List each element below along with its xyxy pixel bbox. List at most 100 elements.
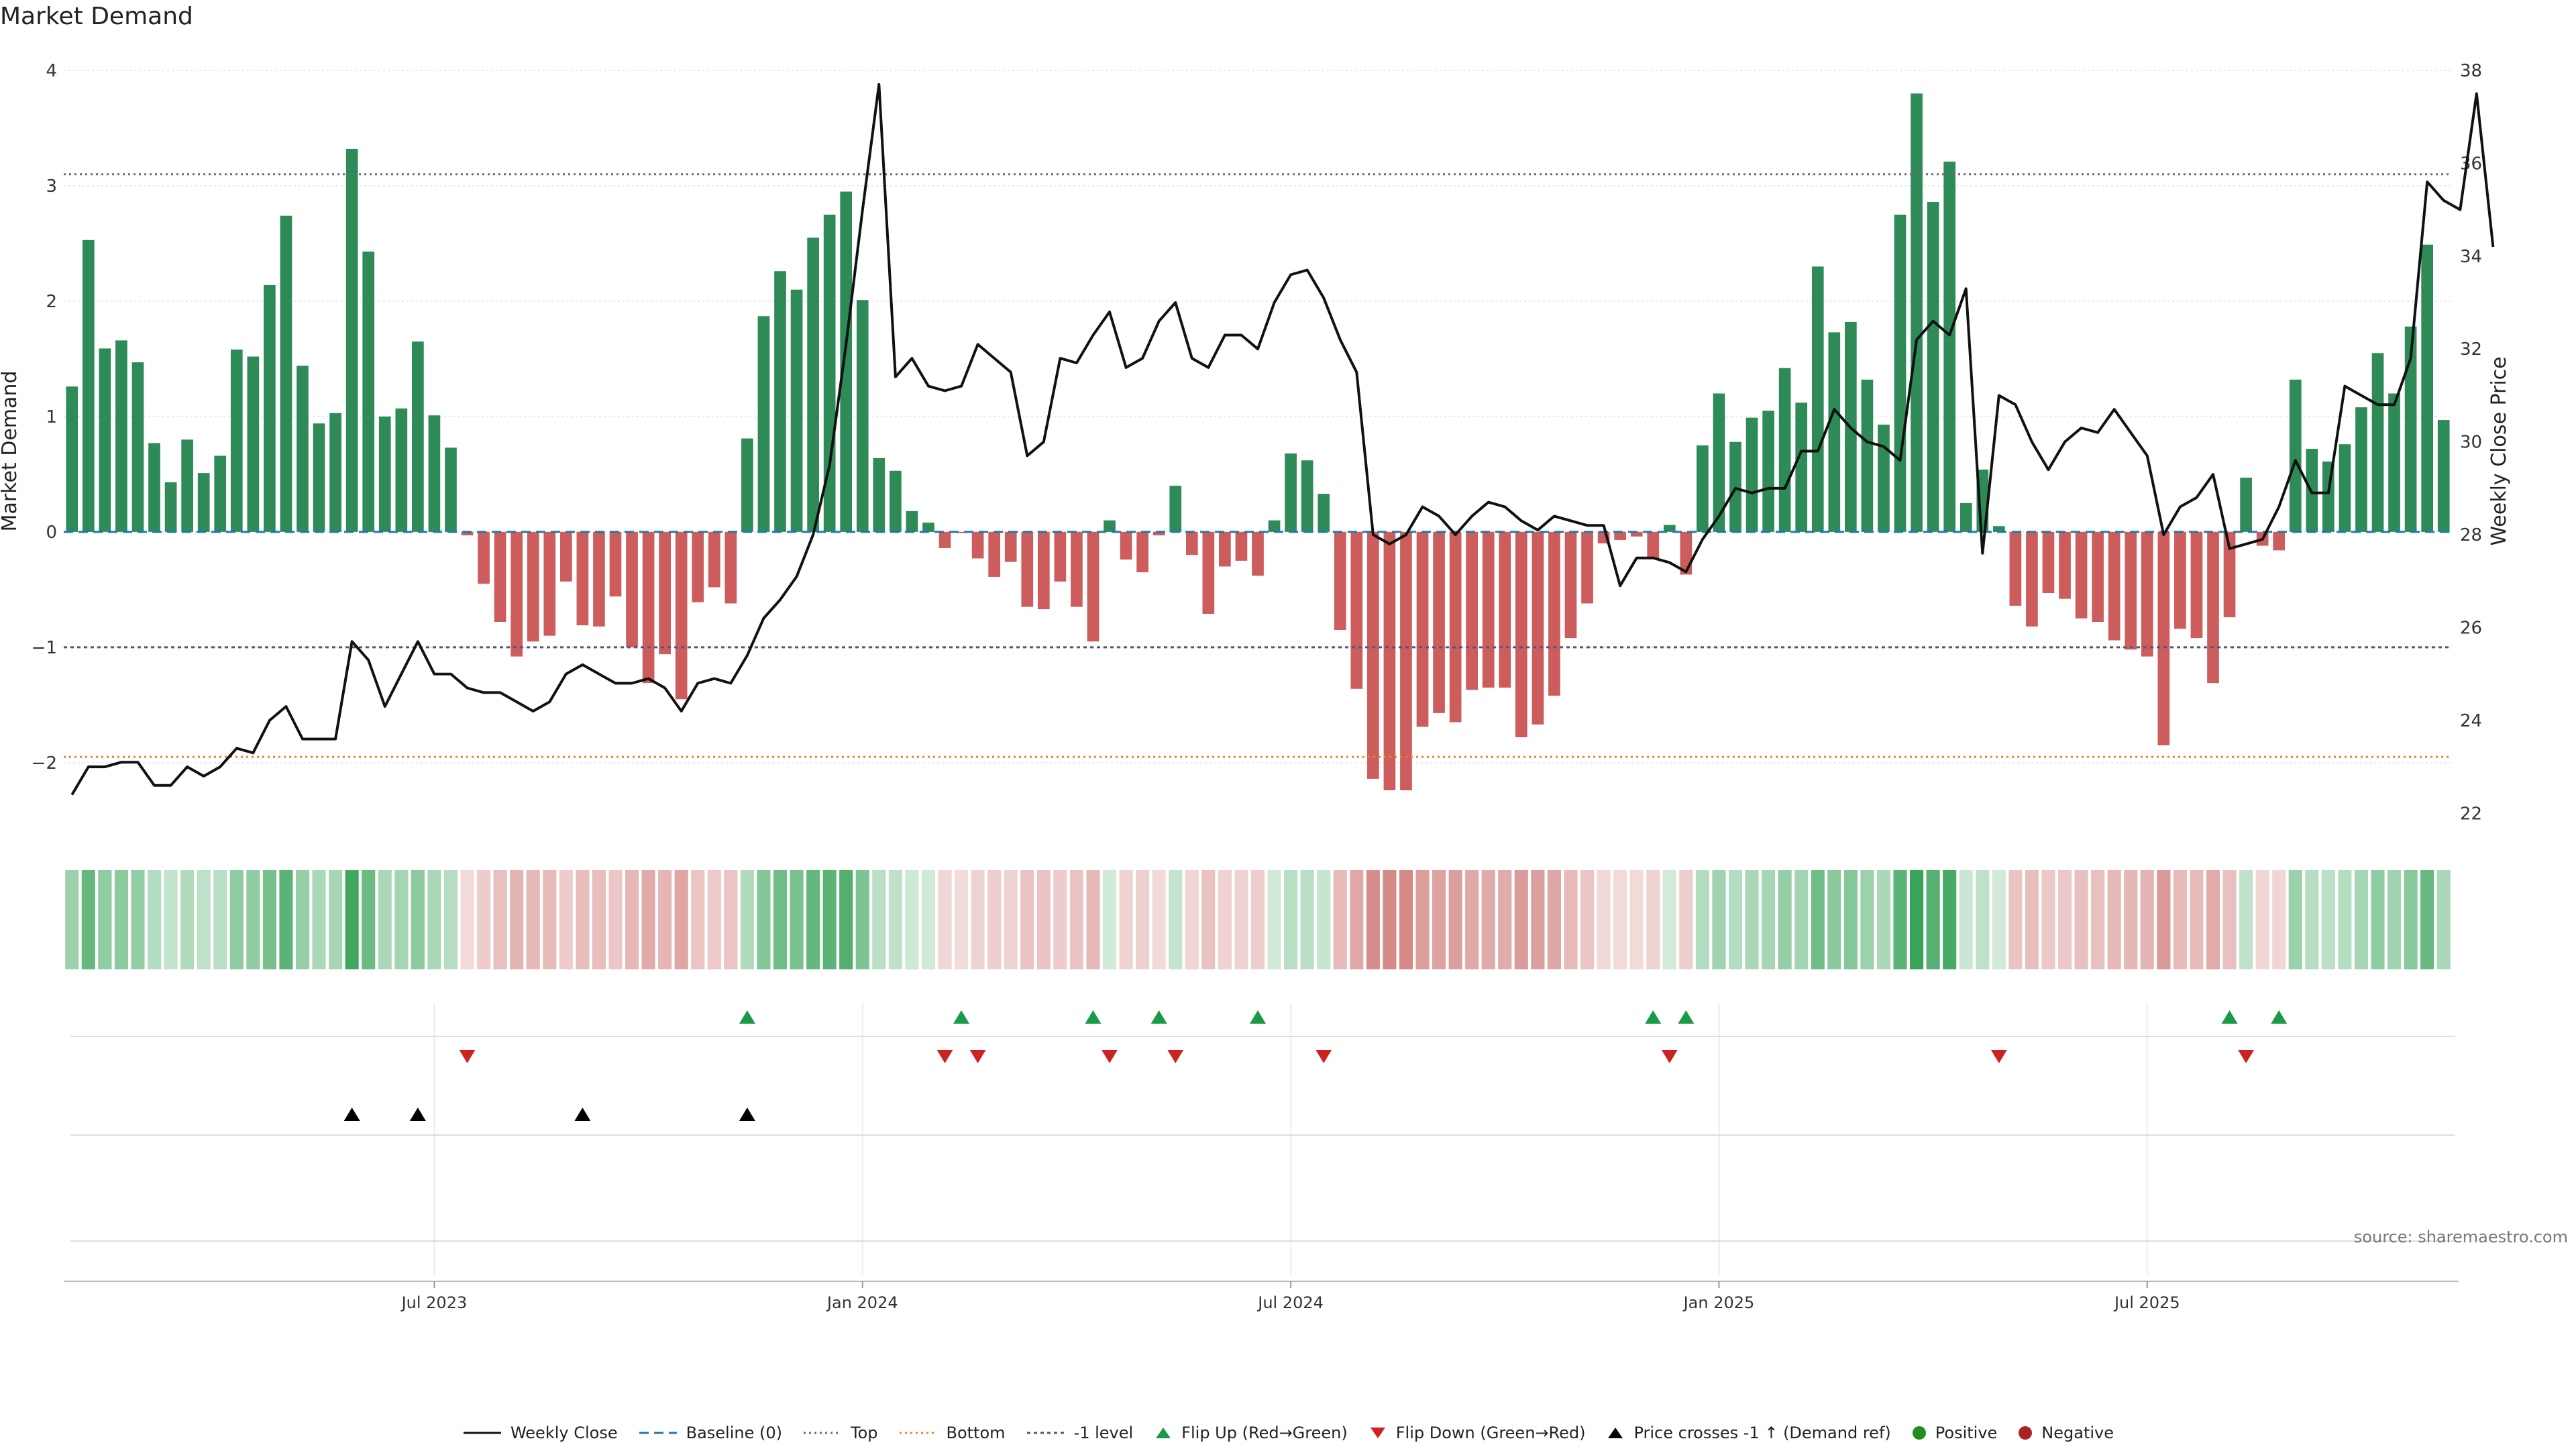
heat-cell (905, 870, 919, 969)
heat-cell (938, 870, 952, 969)
demand-bar (1943, 161, 1956, 532)
heat-cell (1036, 870, 1051, 969)
heat-cell (1992, 870, 2006, 969)
heat-cell (2206, 870, 2220, 969)
heat-cell (510, 870, 524, 969)
legend-label: Top (851, 1424, 878, 1442)
demand-bar (461, 531, 474, 536)
legend-positive: Positive (1911, 1424, 1997, 1442)
heat-cell (1613, 870, 1627, 969)
demand-bar (1581, 531, 1593, 604)
heat-cell (1004, 870, 1018, 969)
heat-cell (1679, 870, 1693, 969)
heat-cell (2008, 870, 2023, 969)
heat-cell (1597, 870, 1611, 969)
demand-bar (2207, 531, 2219, 684)
demand-bar (197, 473, 210, 532)
y-tick-label: 2 (46, 292, 57, 312)
demand-bar (1185, 531, 1198, 555)
cross-up-marker (739, 1108, 755, 1121)
heat-cell (559, 870, 573, 969)
demand-bar (543, 531, 556, 636)
heat-cell (2321, 870, 2335, 969)
y-tick-label: 1 (46, 407, 57, 427)
heat-cell (2140, 870, 2154, 969)
heat-cell (1250, 870, 1265, 969)
demand-bar (1614, 531, 1626, 540)
heat-cell (493, 870, 507, 969)
demand-bar (1449, 531, 1462, 722)
heat-cell (1317, 870, 1331, 969)
demand-bar (906, 511, 918, 532)
demand-bar (2157, 531, 2170, 746)
heat-cell (2173, 870, 2187, 969)
heat-cell (1333, 870, 1347, 969)
heat-cell (1564, 870, 1578, 969)
demand-bar (362, 251, 375, 532)
heat-cell (1745, 870, 1759, 969)
demand-bar (1152, 531, 1165, 536)
heat-cell (987, 870, 1002, 969)
flip-down-marker (1316, 1050, 1332, 1063)
demand-bar (1927, 202, 1939, 532)
demand-bar (1911, 93, 1923, 532)
demand-bar (807, 237, 819, 532)
legend-label: Weekly Close (510, 1424, 618, 1442)
x-tick-label: Jul 2025 (2113, 1293, 2180, 1312)
demand-bar (1087, 531, 1099, 642)
heat-cell (2272, 870, 2286, 969)
heat-cell (443, 870, 458, 969)
legend-bottom: Bottom (898, 1424, 1006, 1442)
y2-tick-label: 30 (2460, 433, 2482, 453)
heat-cell (2025, 870, 2039, 969)
demand-bar (2223, 531, 2236, 618)
heat-cell (2255, 870, 2269, 969)
demand-bar (708, 531, 720, 588)
heat-cell (2354, 870, 2369, 969)
heat-cell (1366, 870, 1380, 969)
heat-cell (1762, 870, 1776, 969)
heat-cell (147, 870, 162, 969)
demand-bar (922, 523, 934, 532)
demand-bar (478, 531, 490, 584)
heat-cell (1069, 870, 1083, 969)
demand-bar (1268, 520, 1281, 532)
demand-bar (1729, 441, 1741, 532)
heat-cell (1465, 870, 1479, 969)
heat-cell (888, 870, 902, 969)
demand-bar (2009, 531, 2022, 606)
heat-cell (1415, 870, 1430, 969)
heat-cell (2239, 870, 2253, 969)
y2-tick-label: 32 (2460, 339, 2482, 360)
heat-cell (1086, 870, 1100, 969)
heat-cell (872, 870, 886, 969)
heat-cell (1926, 870, 1940, 969)
heat-cell (460, 870, 474, 969)
y2-tick-label: 38 (2460, 61, 2482, 81)
demand-bar (66, 386, 78, 532)
demand-bar (659, 531, 671, 655)
legend-label: Flip Up (Red→Green) (1181, 1424, 1348, 1442)
heat-cell (1547, 870, 1561, 969)
heat-cell (790, 870, 804, 969)
demand-bar (264, 284, 276, 532)
heat-cell (1910, 870, 1924, 969)
heat-cell (1152, 870, 1166, 969)
demand-bar (1466, 531, 1479, 690)
heat-cell (1300, 870, 1314, 969)
heat-cell (1531, 870, 1545, 969)
heat-cell (1712, 870, 1726, 969)
flip-down-marker (1661, 1050, 1678, 1063)
demand-bar (938, 531, 951, 548)
demand-bar (1169, 486, 1182, 532)
demand-bar (1647, 531, 1660, 559)
demand-bar (2075, 531, 2088, 619)
y2-tick-label: 26 (2460, 618, 2482, 638)
heat-cell (1662, 870, 1676, 969)
heat-cell (197, 870, 211, 969)
legend-top: Top (802, 1424, 878, 1442)
demand-bar (1219, 531, 1231, 567)
heat-cell (180, 870, 195, 969)
demand-bar (2388, 393, 2400, 532)
demand-bar (840, 191, 853, 532)
